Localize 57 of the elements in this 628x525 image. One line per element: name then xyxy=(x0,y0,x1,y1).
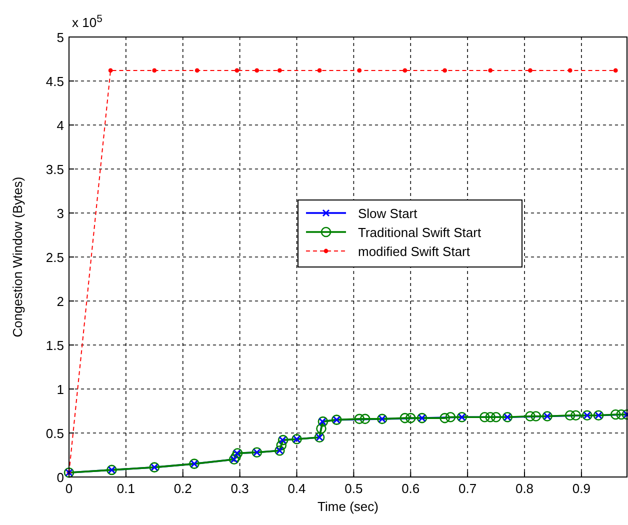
point xyxy=(442,68,447,73)
point xyxy=(277,68,282,73)
point xyxy=(440,412,450,424)
legend-label: Traditional Swift Start xyxy=(358,225,482,240)
point xyxy=(405,412,416,424)
point xyxy=(485,412,496,422)
point xyxy=(254,68,260,73)
point xyxy=(354,414,365,424)
y-tick-label: 2 xyxy=(56,294,64,309)
point xyxy=(564,410,576,421)
x-tick-label: 0.2 xyxy=(174,481,192,496)
point xyxy=(230,452,241,462)
point xyxy=(610,409,621,420)
y-tick-label: 0.5 xyxy=(46,426,64,441)
legend-label: modified Swift Start xyxy=(358,244,470,259)
point xyxy=(480,412,490,422)
point xyxy=(400,412,410,424)
point xyxy=(616,409,626,420)
text: x 10$^{5}$ xyxy=(72,14,103,30)
x-tick-label: 0.1 xyxy=(116,481,135,496)
point xyxy=(194,68,200,73)
point xyxy=(525,411,536,422)
y-tick-label: 4.5 xyxy=(46,74,64,89)
point xyxy=(152,68,157,73)
y-tick-label: 3 xyxy=(56,206,64,221)
y-tick-label: 5 xyxy=(56,30,64,45)
x-tick-label: 0.9 xyxy=(572,481,590,496)
legend-label: Slow Start xyxy=(358,206,418,221)
y-tick-label: 3.5 xyxy=(46,162,64,177)
x-tick-label: 0.3 xyxy=(230,481,249,496)
point xyxy=(488,68,493,73)
x-tick-label: 0.5 xyxy=(344,481,363,496)
point xyxy=(357,68,362,73)
x-tick-label: 0.6 xyxy=(402,481,420,496)
x-tick-label: 0.8 xyxy=(515,481,534,496)
y-tick-label: 0 xyxy=(56,470,64,485)
y-axis-title: Congestion Window (Bytes) xyxy=(10,176,25,338)
point xyxy=(316,423,326,434)
point xyxy=(530,411,542,422)
point xyxy=(570,410,581,421)
x-axis-title: Time (sec) xyxy=(318,499,378,514)
x-tick-label: 0.7 xyxy=(458,481,477,496)
point xyxy=(445,412,456,422)
point xyxy=(568,68,572,73)
y-tick-label: 1 xyxy=(56,382,64,397)
point xyxy=(528,68,532,73)
point xyxy=(317,68,322,73)
point xyxy=(234,68,240,73)
y-tick-label: 2.5 xyxy=(46,250,64,265)
point xyxy=(490,412,502,422)
point xyxy=(402,68,408,73)
point xyxy=(613,68,618,73)
y-tick-label: 1.5 xyxy=(46,338,64,353)
y-tick-label: 4 xyxy=(56,118,64,133)
point xyxy=(360,414,370,424)
x-tick-label: 0.4 xyxy=(288,481,306,496)
point xyxy=(108,68,113,73)
